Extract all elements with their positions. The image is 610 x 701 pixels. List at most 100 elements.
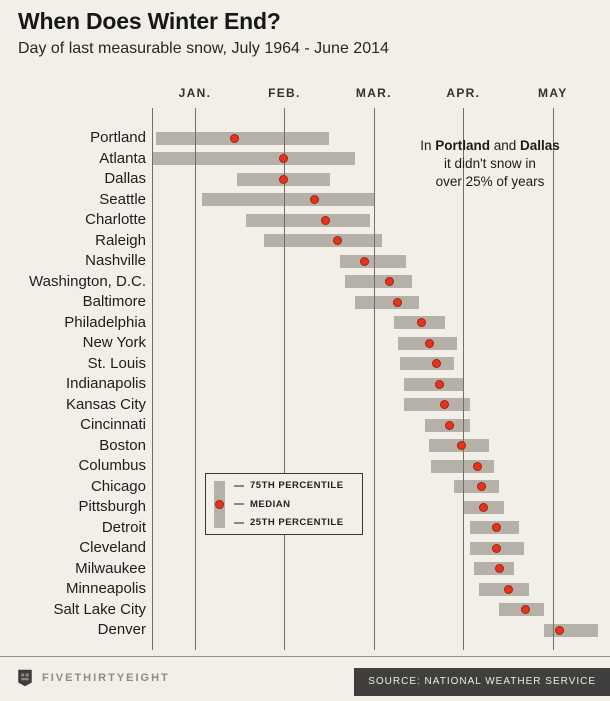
median-dot — [385, 277, 395, 287]
legend-median-dot — [215, 499, 224, 509]
median-dot — [476, 482, 486, 492]
legend-row-25th: 25TH PERCENTILE — [234, 517, 354, 528]
gridline — [373, 108, 375, 650]
city-label: Boston — [99, 436, 146, 454]
city-label: Dallas — [104, 170, 146, 187]
city-label: Charlotte — [85, 211, 146, 228]
x-axis-label: MAR. — [355, 86, 392, 100]
percentile-bar — [152, 152, 356, 166]
median-dot — [440, 400, 450, 410]
percentile-bar — [355, 295, 420, 309]
gridline — [284, 108, 286, 650]
median-dot — [491, 523, 501, 533]
city-label: Denver — [97, 621, 146, 638]
city-label: Philadelphia — [64, 313, 146, 331]
x-axis-label: APR. — [446, 86, 481, 100]
city-label: New York — [82, 334, 146, 351]
gridline — [152, 108, 153, 650]
legend-row-75th: 75TH PERCENTILE — [234, 480, 354, 491]
median-dot — [416, 318, 426, 328]
median-dot — [332, 236, 342, 246]
footer-brand-name: FIVETHIRTYEIGHT — [42, 672, 170, 684]
legend-labels: 75TH PERCENTILE MEDIAN 25TH PERCENTILE — [234, 480, 354, 528]
legend-connector-line — [234, 503, 244, 505]
percentile-bar — [404, 377, 465, 391]
median-dot — [457, 441, 467, 451]
percentile-bar — [399, 357, 455, 371]
city-label: Minneapolis — [65, 580, 146, 597]
legend-connector-line — [234, 484, 244, 487]
median-dot — [392, 297, 402, 307]
median-dot — [229, 133, 239, 143]
median-dot — [360, 256, 370, 266]
median-dot — [494, 564, 504, 574]
median-dot — [431, 359, 441, 369]
footer: FIVETHIRTYEIGHT SOURCE: NATIONAL WEATHER… — [0, 657, 610, 701]
percentile-bar — [245, 213, 371, 227]
city-label: Indianapolis — [65, 375, 146, 392]
legend-graphic — [214, 480, 225, 528]
footer-brand: FIVETHIRTYEIGHT — [16, 669, 170, 687]
city-label: Nashville — [85, 252, 146, 269]
city-label: Atlanta — [99, 149, 146, 167]
percentile-bar — [202, 193, 375, 207]
annotation-text: In — [420, 138, 436, 153]
median-dot — [434, 379, 444, 389]
annotation-line-3: over 25% of years — [435, 174, 545, 189]
city-label: Milwaukee — [75, 559, 146, 577]
fivethirtyeight-logo-icon — [18, 669, 32, 687]
median-dot — [279, 174, 288, 184]
percentile-bar — [474, 562, 515, 576]
page-subtitle: Day of last measurable snow, July 1964 -… — [18, 40, 389, 57]
percentile-bar — [345, 275, 413, 289]
city-label: Washington, D.C. — [29, 272, 146, 290]
city-label: Kansas City — [65, 395, 146, 413]
percentile-bar — [479, 582, 529, 596]
city-label: Raleigh — [95, 231, 146, 249]
city-label: Seattle — [99, 190, 146, 208]
gridline — [552, 108, 554, 650]
median-dot — [321, 215, 331, 225]
median-dot — [504, 584, 514, 594]
city-label: Chicago — [90, 477, 146, 495]
city-label: Cincinnati — [80, 416, 146, 433]
city-label: Columbus — [78, 457, 146, 474]
percentile-bar — [263, 234, 382, 248]
annotation-city-dallas: Dallas — [520, 138, 560, 153]
annotation-city-portland: Portland — [435, 138, 490, 153]
city-label: St. Louis — [87, 354, 146, 372]
x-axis-label: MAY — [538, 86, 568, 100]
city-label: Baltimore — [82, 293, 146, 310]
x-axis-label: FEB. — [268, 86, 301, 100]
percentile-bar — [155, 131, 330, 145]
winter-end-chart: In Portland and Dallas it didn't snow in… — [29, 86, 599, 650]
chart-header: When Does Winter End? Day of last measur… — [18, 8, 389, 58]
median-dot — [479, 502, 489, 512]
x-axis-label: JAN. — [178, 86, 212, 100]
city-label: Salt Lake City — [53, 600, 146, 618]
median-dot — [521, 605, 531, 615]
source-attribution: SOURCE: NATIONAL WEATHER SERVICE — [354, 668, 610, 696]
legend: 75TH PERCENTILE MEDIAN 25TH PERCENTILE — [205, 473, 363, 535]
median-dot — [310, 195, 320, 205]
percentile-bar — [339, 254, 407, 268]
legend-label-25th-percentile: 25TH PERCENTILE — [250, 517, 344, 528]
city-label: Portland — [90, 129, 146, 146]
percentile-bar — [404, 398, 470, 412]
city-label: Detroit — [101, 518, 146, 536]
median-dot — [424, 338, 434, 348]
legend-row-median: MEDIAN — [234, 499, 354, 510]
annotation: In Portland and Dallas it didn't snow in… — [385, 137, 595, 191]
annotation-line-1: In Portland and Dallas — [385, 137, 595, 155]
legend-label-75th-percentile: 75TH PERCENTILE — [250, 480, 344, 491]
gridline — [463, 108, 465, 650]
median-dot — [554, 625, 564, 635]
median-dot — [279, 154, 288, 164]
median-dot — [444, 420, 454, 430]
gridline — [194, 108, 196, 650]
footer-divider — [0, 656, 610, 657]
median-dot — [473, 461, 483, 471]
city-label: Pittsburgh — [78, 498, 146, 515]
legend-label-median: MEDIAN — [250, 498, 291, 510]
